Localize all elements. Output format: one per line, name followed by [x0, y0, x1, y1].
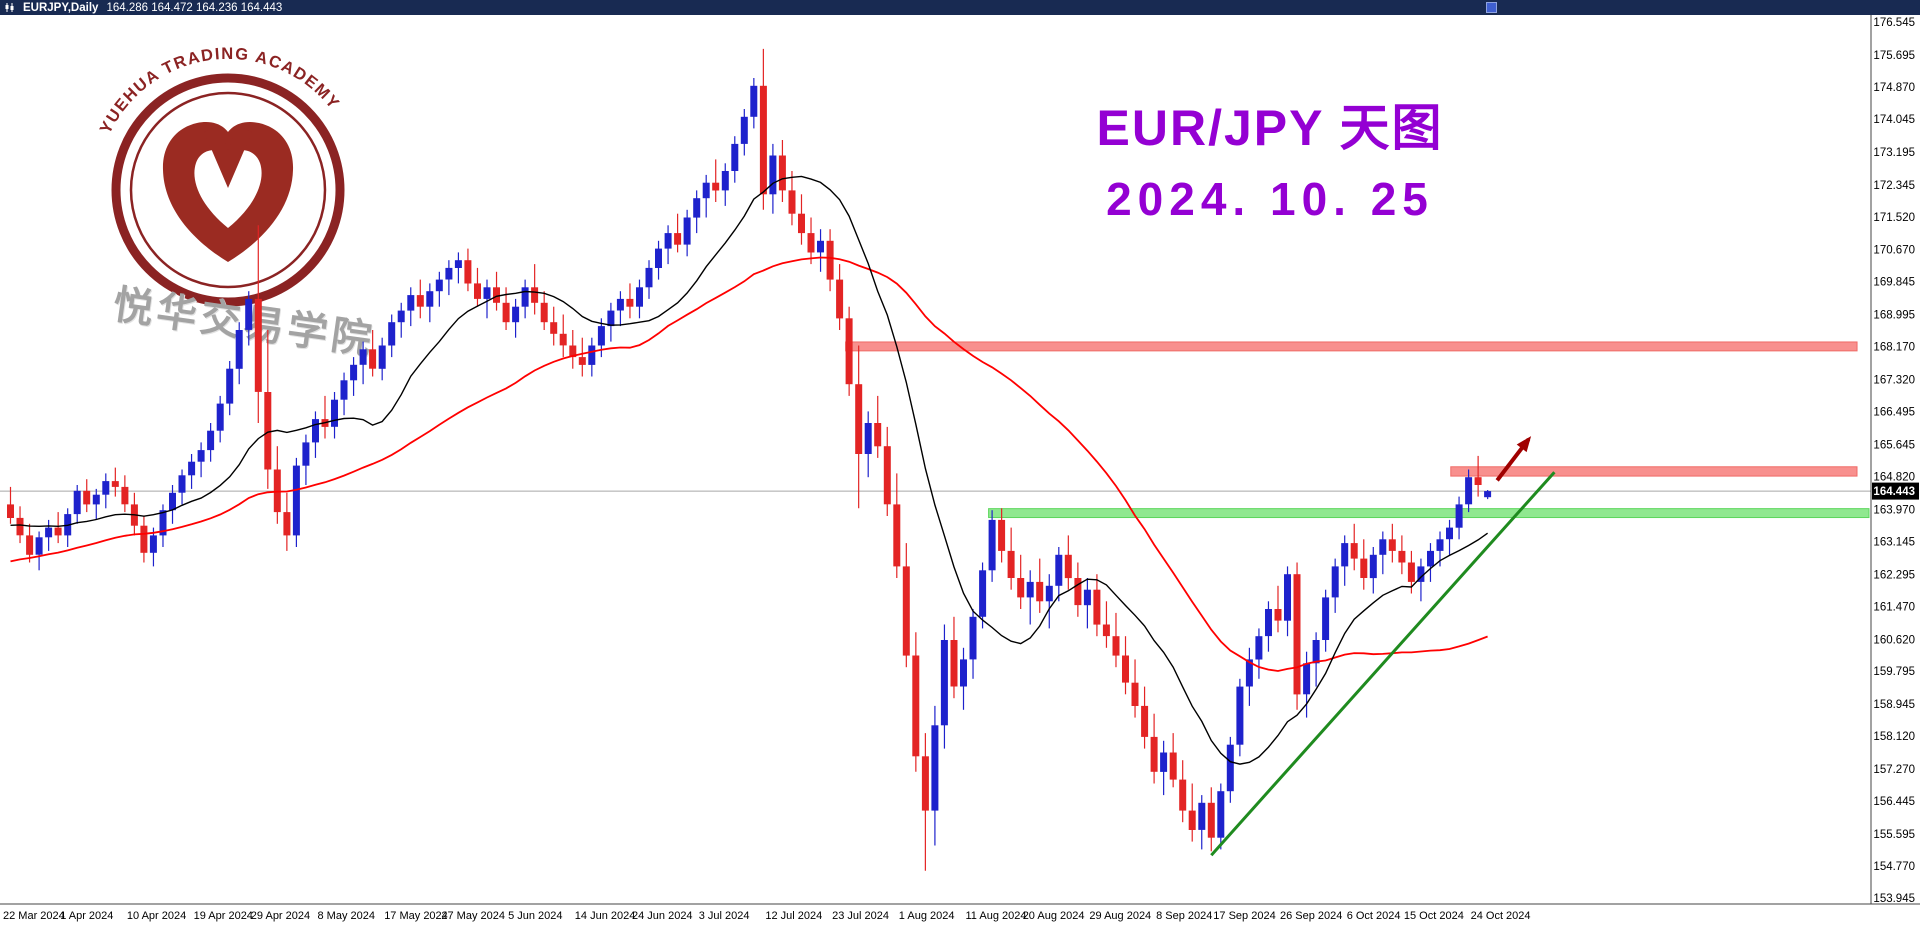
resistance-zone-upper — [845, 341, 1858, 352]
logo-inner-ring — [129, 91, 327, 289]
svg-text:169.845: 169.845 — [1873, 277, 1915, 289]
ma-slow-line — [10, 256, 1488, 672]
svg-text:161.470: 161.470 — [1873, 601, 1915, 613]
svg-text:167.320: 167.320 — [1873, 375, 1915, 387]
ascending-trendline — [1210, 471, 1556, 857]
svg-text:165.645: 165.645 — [1873, 440, 1915, 452]
svg-text:163.145: 163.145 — [1873, 536, 1915, 548]
svg-text:166.495: 166.495 — [1873, 407, 1915, 419]
resistance-support-zones — [845, 341, 1870, 519]
svg-text:1 Apr 2024: 1 Apr 2024 — [60, 910, 113, 922]
svg-text:163.970: 163.970 — [1873, 504, 1915, 516]
trendline-layer[interactable] — [1210, 471, 1556, 857]
svg-text:154.770: 154.770 — [1873, 861, 1915, 873]
symbol-timeframe-label: EURJPY,Daily — [23, 1, 99, 14]
svg-text:156.445: 156.445 — [1873, 796, 1915, 808]
svg-text:15 Oct 2024: 15 Oct 2024 — [1404, 910, 1464, 922]
svg-text:158.120: 158.120 — [1873, 731, 1915, 743]
svg-text:172.345: 172.345 — [1873, 180, 1915, 192]
resistance-zone-near — [1450, 466, 1858, 477]
svg-text:14 Jun 2024: 14 Jun 2024 — [575, 910, 636, 922]
chart-annotation: EUR/JPY 天图 2024. 10. 25 — [1030, 88, 1510, 226]
svg-text:11 Aug 2024: 11 Aug 2024 — [966, 910, 1027, 922]
svg-text:6 Oct 2024: 6 Oct 2024 — [1347, 910, 1401, 922]
academy-logo: YUEHUA TRADING ACADEMY — [97, 45, 345, 307]
support-zone-green — [988, 508, 1870, 519]
svg-text:171.520: 171.520 — [1873, 212, 1915, 224]
svg-text:24 Oct 2024: 24 Oct 2024 — [1471, 910, 1531, 922]
svg-text:174.870: 174.870 — [1873, 82, 1915, 94]
svg-text:24 Jun 2024: 24 Jun 2024 — [632, 910, 693, 922]
current-price-tag — [1872, 482, 1919, 500]
chart-icon — [5, 3, 14, 12]
chart-title-bar: EURJPY,Daily 164.286 164.472 164.236 164… — [0, 0, 1920, 15]
svg-text:168.995: 168.995 — [1873, 310, 1915, 322]
svg-text:23 Jul 2024: 23 Jul 2024 — [832, 910, 889, 922]
price-axis[interactable]: 176.545 175.695 174.870 174.045 173.195 172.3… — [1872, 17, 1919, 905]
svg-text:29 Aug 2024: 29 Aug 2024 — [1089, 910, 1151, 922]
svg-text:10 Apr 2024: 10 Apr 2024 — [127, 910, 186, 922]
svg-text:29 Apr 2024: 29 Apr 2024 — [251, 910, 310, 922]
annotation-symbol-title: EUR/JPY 天图 — [1096, 100, 1444, 156]
svg-text:173.195: 173.195 — [1873, 147, 1915, 159]
svg-text:162.295: 162.295 — [1873, 569, 1915, 581]
logo-emblem — [162, 122, 294, 262]
svg-text:160.620: 160.620 — [1873, 634, 1915, 646]
annotation-date: 2024. 10. 25 — [1106, 173, 1434, 225]
moving-averages — [10, 175, 1489, 765]
svg-text:175.695: 175.695 — [1873, 50, 1915, 62]
svg-text:168.170: 168.170 — [1873, 342, 1915, 354]
svg-text:26 Sep 2024: 26 Sep 2024 — [1280, 910, 1342, 922]
svg-text:3 Jul 2024: 3 Jul 2024 — [699, 910, 750, 922]
logo-outer-ring — [111, 73, 345, 307]
svg-text:19 Apr 2024: 19 Apr 2024 — [194, 910, 253, 922]
svg-text:17 Sep 2024: 17 Sep 2024 — [1213, 910, 1275, 922]
svg-text:170.670: 170.670 — [1873, 245, 1915, 257]
ohlc-readout: 164.286 164.472 164.236 164.443 — [106, 1, 283, 14]
chart-shift-marker[interactable] — [1486, 2, 1497, 13]
svg-text:12 Jul 2024: 12 Jul 2024 — [765, 910, 822, 922]
ma-fast-line — [10, 175, 1489, 765]
svg-text:8 May 2024: 8 May 2024 — [318, 910, 375, 922]
svg-text:158.945: 158.945 — [1873, 699, 1915, 711]
axes — [0, 15, 1920, 905]
svg-text:157.270: 157.270 — [1873, 764, 1915, 776]
svg-text:164.443: 164.443 — [1873, 486, 1915, 498]
svg-text:155.595: 155.595 — [1873, 829, 1915, 841]
svg-text:27 May 2024: 27 May 2024 — [441, 910, 505, 922]
svg-text:17 May 2024: 17 May 2024 — [384, 910, 448, 922]
svg-text:176.545: 176.545 — [1873, 17, 1915, 29]
breakout-arrow — [1495, 436, 1532, 482]
svg-text:164.820: 164.820 — [1873, 472, 1915, 484]
svg-text:159.795: 159.795 — [1873, 666, 1915, 678]
candlesticks — [7, 48, 1492, 871]
svg-text:20 Aug 2024: 20 Aug 2024 — [1023, 910, 1085, 922]
svg-text:1 Aug 2024: 1 Aug 2024 — [899, 910, 955, 922]
svg-text:174.045: 174.045 — [1873, 114, 1915, 126]
svg-text:8 Sep 2024: 8 Sep 2024 — [1156, 910, 1212, 922]
svg-text:153.945: 153.945 — [1873, 893, 1915, 905]
svg-text:22 Mar 2024: 22 Mar 2024 — [3, 910, 65, 922]
svg-text:5 Jun 2024: 5 Jun 2024 — [508, 910, 562, 922]
